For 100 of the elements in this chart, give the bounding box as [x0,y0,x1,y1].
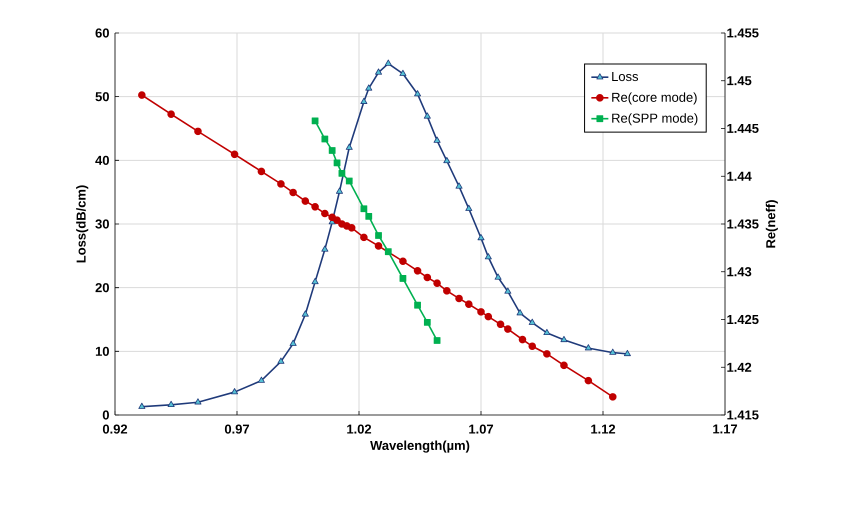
point [336,188,343,194]
point [543,350,551,358]
y-axis-title: Loss(dB/cm) [76,185,88,262]
point [365,212,372,220]
point [321,136,328,142]
point [518,336,526,344]
point [302,310,309,317]
point [365,84,372,91]
point [477,308,485,316]
point [456,182,463,189]
point [258,376,265,383]
x-tick-label: 0.92 [102,424,128,434]
x-axis-title: Wavelength(µm) [370,440,470,453]
point [399,70,406,76]
y-tick-label: 40 [95,156,109,165]
point [290,340,297,346]
point [516,309,524,316]
point [504,325,512,333]
point [465,204,472,211]
point [346,144,353,150]
x-tick-label: 0.97 [224,424,250,434]
point [312,117,318,124]
point [443,287,451,295]
point [584,344,592,350]
legend-label: Re(core mode) [612,92,697,104]
point [434,337,440,344]
point [312,278,319,284]
point [375,232,382,239]
point [374,242,382,250]
point [194,398,202,404]
point [496,320,504,328]
y2-tick-label: 1.42 [727,362,752,372]
point [334,159,340,166]
point [384,60,392,66]
y-tick-label: 50 [95,92,109,102]
point [584,376,592,384]
point [138,402,146,409]
point [302,197,310,205]
legend-label: Loss [612,72,638,82]
point [333,216,341,224]
point [168,400,175,408]
y2-tick-label: 1.43 [727,267,752,276]
point [167,110,175,118]
point [484,312,492,320]
point [504,288,512,294]
legend-label: Re(SPP mode) [612,113,698,126]
point [277,180,285,188]
point [528,318,536,325]
y2-tick-label: 1.415 [727,410,759,420]
y2-tick-label: 1.425 [727,314,759,324]
y2-tick-label: 1.44 [727,172,752,181]
point [484,253,492,260]
point [455,294,463,302]
point [258,168,266,176]
x-tick-label: 1.02 [347,424,372,434]
point [360,98,368,104]
point [494,273,502,280]
x-tick-label: 1.17 [713,424,738,434]
point [414,90,422,96]
point [424,318,431,326]
point [400,275,406,282]
point [384,248,392,256]
point [360,205,368,212]
point [560,336,568,342]
point [346,178,353,184]
point [433,279,441,287]
point [414,302,421,309]
y-tick-label: 60 [96,28,109,38]
point [560,362,568,370]
y-tick-label: 10 [96,346,109,356]
point [424,112,431,119]
y2-tick-label: 1.445 [727,124,759,134]
point [424,274,432,282]
point [328,147,336,154]
y2-tick-label: 1.455 [727,28,759,38]
point [443,156,450,164]
x-tick-label: 1.12 [591,424,616,434]
point [434,136,441,143]
point [230,150,238,158]
point [138,91,146,99]
point [624,350,631,356]
point [528,342,536,350]
point [321,210,329,218]
point [609,348,616,355]
y-tick-label: 20 [96,283,109,292]
x-tick-label: 1.07 [469,424,494,434]
y2-tick-label: 1.435 [727,219,759,229]
y2-tick-label: 1.45 [727,76,752,86]
y2-axis-title: Re(neff) [766,200,778,248]
point [231,388,238,394]
point [465,300,473,308]
point [321,245,328,252]
point [289,188,297,196]
point [414,267,422,275]
point [543,328,550,336]
point [338,170,346,177]
point [399,257,407,266]
point [277,358,284,364]
point [375,68,382,75]
point [608,393,617,401]
